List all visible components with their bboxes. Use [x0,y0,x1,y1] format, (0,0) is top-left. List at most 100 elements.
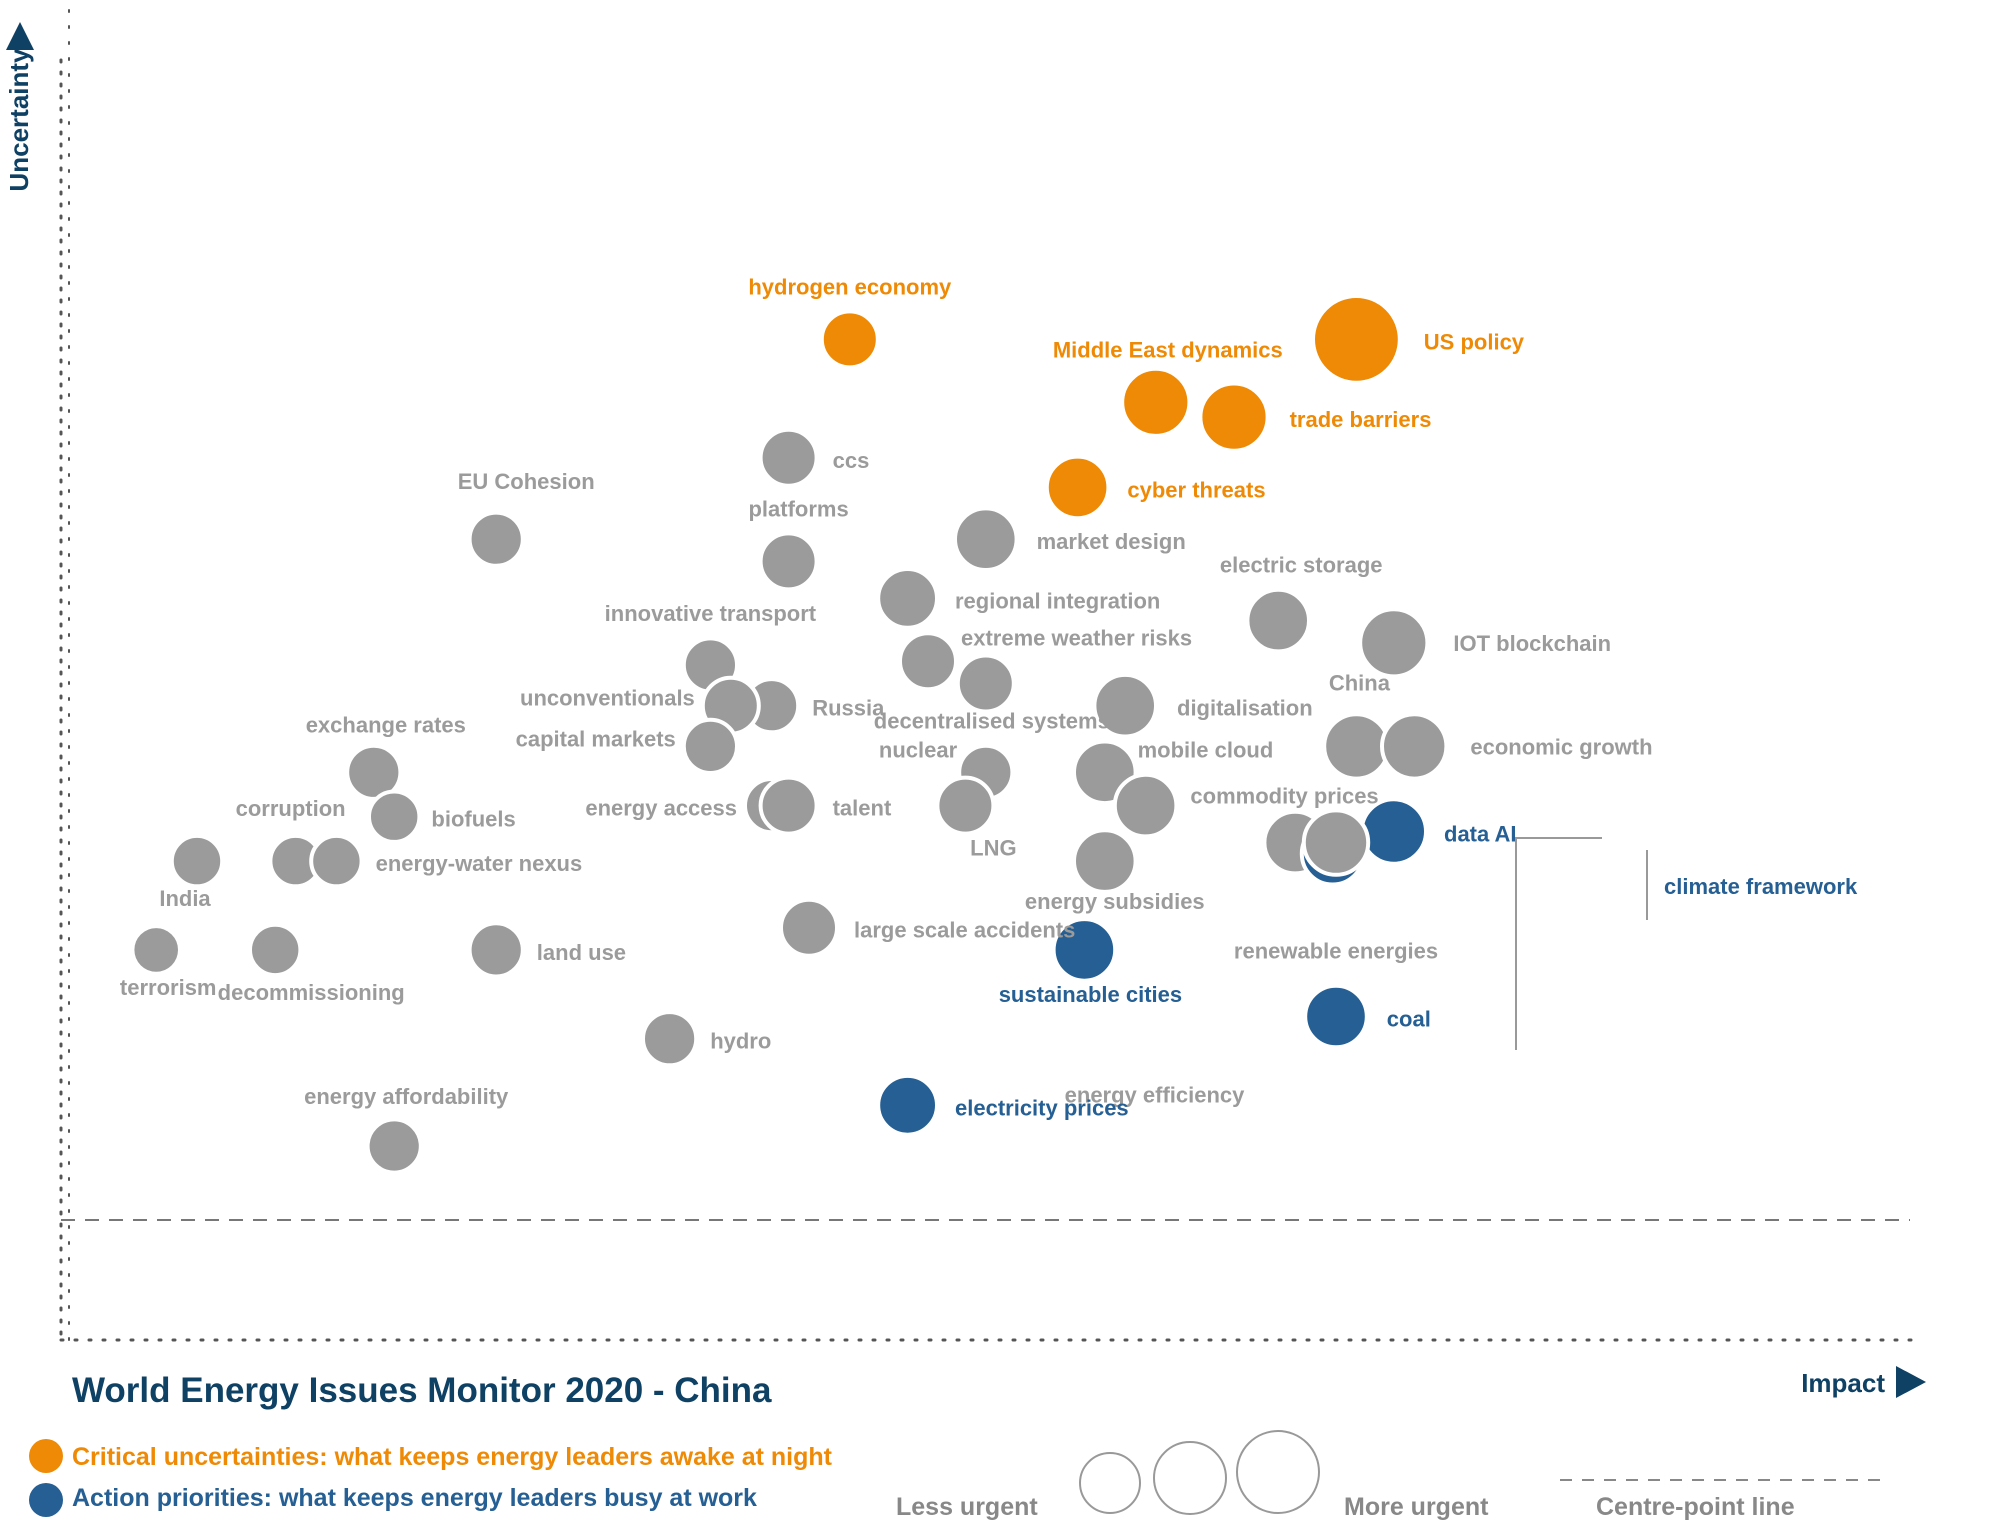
legend-critical-swatch [29,1439,63,1473]
bubble-capital-markets [681,717,740,776]
bubble-talent [758,775,819,836]
label-india: India [159,886,211,911]
label-data-ai: data AI [1444,822,1517,847]
label-extreme-weather-risks: extreme weather risks [961,625,1192,650]
label-nuclear: nuclear [879,737,958,762]
bubble-extreme-weather-risks [898,631,958,692]
label-energy-subsidies: energy subsidies [1025,889,1205,914]
bubbles [130,294,1449,1175]
label-eu-cohesion: EU Cohesion [458,469,595,494]
label-energy-water-nexus: energy-water nexus [376,851,583,876]
label-middle-east-dynamics: Middle East dynamics [1053,337,1283,362]
bubble-ccs [758,427,819,488]
label-hydro: hydro [710,1029,771,1054]
y-axis-arrow-icon [6,22,34,50]
label-energy-efficiency: energy efficiency [1065,1083,1246,1108]
bubble-us-policy [1311,294,1402,385]
label-economic-growth: economic growth [1470,734,1652,759]
energy-efficiency-connector [1515,837,1602,1050]
bubble-economic-growth [1380,712,1449,781]
label-us-policy: US policy [1424,329,1525,354]
bubble-hydrogen-economy [819,309,880,370]
x-axis-label: Impact [1801,1368,1885,1398]
legend-less-urgent: Less urgent [896,1493,1038,1521]
bubble-digitalisation [1092,672,1158,739]
bubble-trade-barriers [1198,381,1270,453]
label-market-design: market design [1037,529,1186,554]
bubble-electric-storage [1245,587,1311,654]
label-energy-affordability: energy affordability [304,1084,509,1109]
label-biofuels: biofuels [431,807,515,832]
label-exchange-rates: exchange rates [306,712,466,737]
bubble-eu-cohesion [467,510,525,568]
label-platforms: platforms [748,496,848,521]
legend-action-label: Action priorities: what keeps energy lea… [72,1484,757,1512]
x-axis-arrow-icon [1896,1366,1926,1398]
legend: Critical uncertainties: what keeps energ… [29,1430,1890,1521]
label-trade-barriers: trade barriers [1290,407,1432,432]
label-lng: LNG [970,836,1016,861]
label-corruption: corruption [236,796,346,821]
label-regional-integration: regional integration [955,588,1160,613]
label-hydrogen-economy: hydrogen economy [748,274,952,299]
label-mobile-cloud: mobile cloud [1138,737,1274,762]
label-land-use: land use [537,940,626,965]
label-russia: Russia [812,696,885,721]
legend-critical-label: Critical uncertainties: what keeps energ… [72,1443,833,1471]
label-climate-framework: climate framework [1664,874,1858,899]
bubble-lng [935,775,996,836]
bubble-energy-affordability [365,1117,423,1175]
bubble-electricity-prices [876,1073,939,1137]
label-decommissioning: decommissioning [218,980,405,1005]
bubble-china [1322,712,1391,781]
bubble-hydro [641,1010,699,1068]
label-cyber-threats: cyber threats [1127,477,1265,502]
bubble-energy-subsidies [1072,828,1138,894]
bubble-land-use [467,921,525,979]
bubble-data-ai [1359,797,1429,866]
bubble-large-scale-accidents [779,897,839,958]
legend-more-urgent: More urgent [1344,1493,1489,1521]
legend-size-small [1079,1452,1141,1514]
bubble-india [169,833,225,889]
label-sustainable-cities: sustainable cities [999,982,1182,1007]
bubble-biofuels [367,789,422,844]
label-large-scale-accidents: large scale accidents [854,918,1075,943]
bubble-iot-blockchain [1358,607,1430,679]
bubble-energy-water-nexus [309,833,364,889]
bubble-renewable-energies [1301,808,1371,877]
legend-size-large [1236,1430,1320,1514]
bubble-decentralised-systems [955,653,1016,714]
bubble-terrorism [130,924,182,976]
label-coal: coal [1387,1007,1431,1032]
legend-centre-line-label: Centre-point line [1596,1493,1795,1521]
label-decentralised-systems: decentralised systems [874,709,1110,734]
label-electric-storage: electric storage [1220,553,1383,578]
label-renewable-energies: renewable energies [1234,939,1438,964]
bubble-commodity-prices [1112,772,1179,839]
label-china: China [1329,670,1391,695]
bubble-decommissioning [248,922,303,978]
legend-size-medium [1153,1441,1227,1515]
label-unconventionals: unconventionals [520,686,695,711]
bubble-platforms [758,531,819,592]
label-iot-blockchain: IOT blockchain [1453,631,1611,656]
bubble-cyber-threats [1044,454,1111,521]
chart-title: World Energy Issues Monitor 2020 - China [72,1371,772,1410]
label-digitalisation: digitalisation [1177,696,1313,721]
connector-lines [1515,837,1648,1050]
label-innovative-transport: innovative transport [605,601,817,626]
bubble-sustainable-cities [1051,917,1118,983]
label-electricity-prices: electricity prices [955,1095,1129,1120]
label-energy-access: energy access [585,796,737,821]
label-terrorism: terrorism [120,975,217,1000]
bubble-market-design [953,506,1019,573]
bubble-regional-integration [876,567,939,630]
bubble-coal [1303,983,1369,1050]
label-talent: talent [833,796,892,821]
label-commodity-prices: commodity prices [1190,784,1378,809]
bubble-labels: hydrogen economy US policy Middle East dyn… [120,274,1858,1120]
axes: Uncertainty Impact [4,9,1926,1398]
bubble-middle-east-dynamics [1120,366,1192,438]
legend-action-swatch [29,1483,63,1517]
